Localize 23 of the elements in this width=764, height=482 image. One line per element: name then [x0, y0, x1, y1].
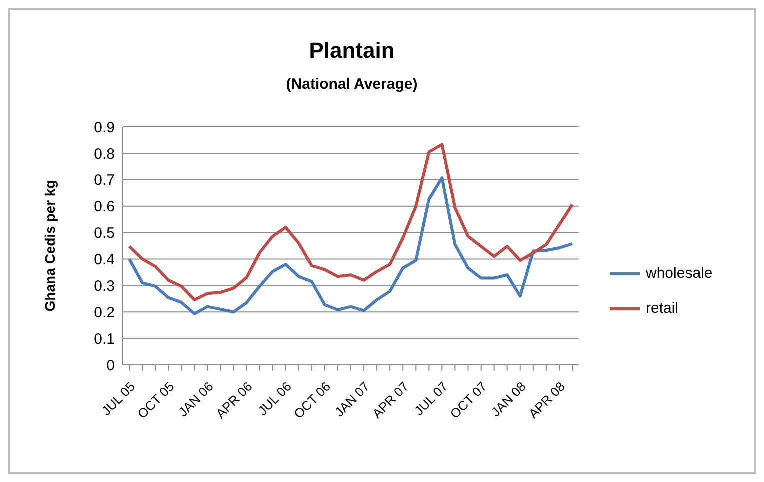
y-tick-label: 0.8 — [94, 146, 115, 163]
x-tick-label: JUL 06 — [255, 379, 295, 418]
line-series — [128, 143, 574, 302]
x-tick-label: JAN 08 — [488, 379, 530, 420]
x-tick-label: JAN 07 — [332, 379, 373, 420]
chart-title: Plantain — [308, 38, 396, 64]
y-tick-label: 0 — [106, 357, 115, 374]
y-tick-label: 0.7 — [94, 172, 115, 190]
x-tick-label: JUL 07 — [411, 379, 451, 418]
y-tick-label: 0.3 — [94, 278, 115, 295]
x-tick-label: JAN 06 — [176, 379, 216, 420]
legend-label: retail — [646, 300, 679, 317]
x-tick-label: JUL 05 — [98, 379, 138, 418]
y-tick-label: 0.9 — [94, 119, 115, 136]
y-tick-label: 0.6 — [94, 198, 115, 216]
chart-subtitle: (National Average) — [285, 76, 419, 93]
y-tick-label: 0.2 — [94, 304, 115, 322]
line-series — [128, 176, 574, 316]
y-tick-label: 0.5 — [94, 225, 115, 242]
y-axis-title: Ghana Cedis per kg — [42, 180, 58, 312]
legend-label: wholesale — [646, 265, 713, 282]
y-tick-label: 0.1 — [94, 330, 115, 348]
y-tick-label: 0.4 — [94, 252, 115, 269]
